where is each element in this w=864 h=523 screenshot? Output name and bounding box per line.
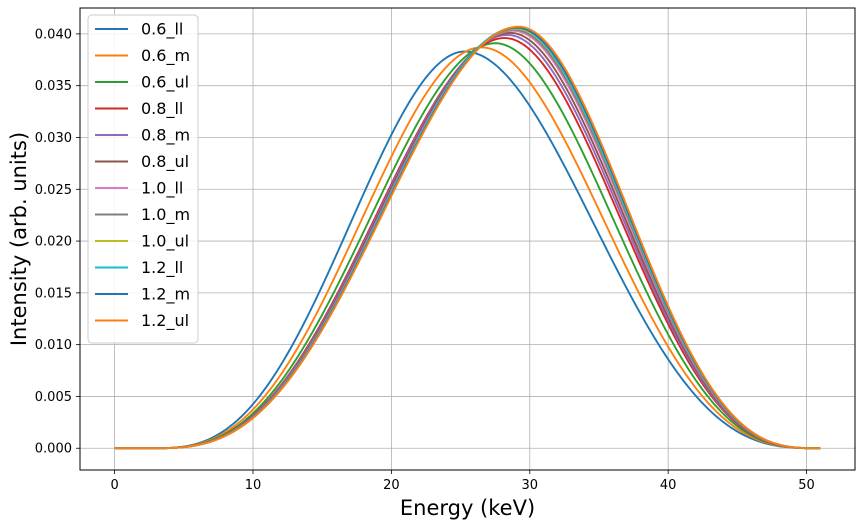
x-tick-label: 50 [798, 478, 815, 493]
plot-frame [79, 7, 856, 471]
y-tick-label: 0.040 [35, 27, 72, 42]
legend-entry-label: 0.6_m [141, 46, 190, 66]
y-tick-label: 0.000 [35, 442, 72, 457]
y-axis-label: Intensity (arb. units) [7, 132, 31, 346]
y-tick-label: 0.030 [35, 131, 72, 146]
legend-entry-label: 1.0_ll [141, 179, 183, 199]
legend-entry-label: 0.6_ul [141, 73, 189, 93]
legend-entry-label: 1.2_ll [141, 258, 183, 278]
x-axis-label: Energy (keV) [400, 496, 535, 520]
legend-entry-label: 1.2_m [141, 285, 190, 305]
x-tick-label: 20 [383, 478, 400, 493]
series-line-0.6_m [114, 46, 821, 450]
legend-entry-label: 0.8_ul [141, 152, 189, 172]
x-tick-label: 0 [110, 478, 118, 493]
y-axis: 0.000 0.005 0.010 0.015 0.020 0.025 0.030 0.035… [35, 27, 80, 457]
legend-entry-label: 0.8_ll [141, 99, 183, 119]
y-tick-label: 0.020 [35, 235, 72, 250]
legend: 0.6_ll 0.6_m 0.6_ul 0.8_ll 0.8_m 0.8_ul 1.0_ll… [87, 14, 199, 344]
y-tick-label: 0.005 [35, 390, 72, 405]
y-tick-label: 0.025 [35, 183, 72, 198]
series-line-0.6_ul [114, 42, 821, 450]
legend-box [87, 14, 199, 344]
legend-entry-label: 0.6_ll [141, 20, 183, 40]
legend-entry-label: 1.2_ul [141, 311, 189, 331]
legend-entry-label: 1.0_m [141, 205, 190, 225]
series-line-1.2_ul [114, 25, 821, 450]
y-tick-label: 0.015 [35, 286, 72, 301]
legend-entry-label: 1.0_ul [141, 232, 189, 252]
series-lines [114, 25, 821, 450]
x-axis: 0 10 20 30 40 50 [110, 470, 815, 493]
legend-entry-label: 0.8_m [141, 126, 190, 146]
grid [80, 8, 855, 470]
x-tick-label: 40 [660, 478, 677, 493]
x-tick-label: 10 [245, 478, 262, 493]
y-tick-label: 0.010 [35, 338, 72, 353]
y-tick-label: 0.035 [35, 79, 72, 94]
x-tick-label: 30 [522, 478, 539, 493]
